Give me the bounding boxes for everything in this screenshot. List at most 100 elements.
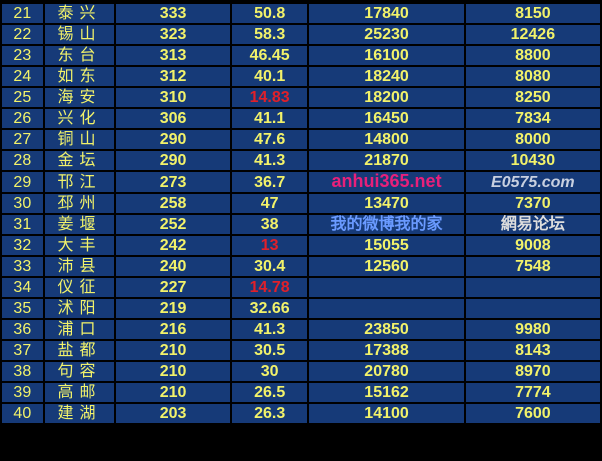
cell-city: 浦口 (42, 318, 117, 341)
table-row: 28 金坛 290 41.3 21870 10430 (0, 149, 602, 172)
cell-c1: 306 (114, 107, 232, 130)
cell-rank: 31 (0, 213, 45, 236)
table-row: 37 盐都 210 30.5 17388 8143 (0, 339, 602, 362)
cell-c1: 258 (114, 192, 232, 215)
cell-c2: 50.8 (229, 2, 310, 25)
cell-c4: 7370 (463, 192, 602, 215)
cell-rank: 27 (0, 128, 45, 151)
cell-rank: 30 (0, 192, 45, 215)
cell-rank: 32 (0, 234, 45, 257)
cell-c3: 14100 (307, 402, 466, 425)
cell-rank: 39 (0, 381, 45, 404)
cell-c3: 18200 (307, 86, 466, 109)
cell-c3: 16100 (307, 44, 466, 67)
cell-city: 如东 (42, 65, 117, 88)
table-row: 35 沭阳 219 32.66 (0, 297, 602, 320)
table-row: 21 泰兴 333 50.8 17840 8150 (0, 2, 602, 25)
cell-c3: 23850 (307, 318, 466, 341)
cell-city: 东台 (42, 44, 117, 67)
cell-rank: 25 (0, 86, 45, 109)
cell-c4 (463, 297, 602, 320)
watermark-site: anhui365.net (331, 171, 442, 191)
table-row: 22 锡山 323 58.3 25230 12426 (0, 23, 602, 46)
table-row: 30 邳州 258 47 13470 7370 (0, 192, 602, 215)
cell-c3: 15162 (307, 381, 466, 404)
cell-city: 大丰 (42, 234, 117, 257)
cell-c1: 333 (114, 2, 232, 25)
cell-c4: 8000 (463, 128, 602, 151)
cell-c4: 7774 (463, 381, 602, 404)
cell-c2: 30.4 (229, 255, 310, 278)
cell-city: 沭阳 (42, 297, 117, 320)
cell-c4: 網易论坛 (463, 213, 602, 236)
cell-rank: 36 (0, 318, 45, 341)
cell-c1: 216 (114, 318, 232, 341)
cell-city: 姜堰 (42, 213, 117, 236)
cell-c2: 41.3 (229, 318, 310, 341)
cell-c3: 17388 (307, 339, 466, 362)
cell-c1: 252 (114, 213, 232, 236)
cell-c4: E0575.com (463, 170, 602, 194)
cell-c1: 242 (114, 234, 232, 257)
cell-c3: 20780 (307, 360, 466, 383)
cell-c2: 14.83 (229, 86, 310, 109)
cell-c1: 210 (114, 381, 232, 404)
cell-c4: 7834 (463, 107, 602, 130)
cell-c1: 273 (114, 170, 232, 194)
cell-rank: 37 (0, 339, 45, 362)
cell-c2: 30 (229, 360, 310, 383)
cell-c2: 47 (229, 192, 310, 215)
cell-c1: 290 (114, 149, 232, 172)
cell-city: 邗江 (42, 170, 117, 194)
cell-c3: anhui365.net (307, 170, 466, 194)
cell-c3: 13470 (307, 192, 466, 215)
cell-rank: 22 (0, 23, 45, 46)
cell-c2: 36.7 (229, 170, 310, 194)
cell-c3: 我的微博我的家 (307, 213, 466, 236)
cell-c4: 7548 (463, 255, 602, 278)
cell-c1: 210 (114, 339, 232, 362)
cell-c4: 8970 (463, 360, 602, 383)
table-row: 26 兴化 306 41.1 16450 7834 (0, 107, 602, 130)
cell-rank: 34 (0, 276, 45, 299)
cell-city: 仪征 (42, 276, 117, 299)
cell-c3: 16450 (307, 107, 466, 130)
cell-c2: 13 (229, 234, 310, 257)
table-row: 34 仪征 227 14.78 (0, 276, 602, 299)
cell-c4: 7600 (463, 402, 602, 425)
cell-rank: 33 (0, 255, 45, 278)
cell-c2: 26.3 (229, 402, 310, 425)
cell-c2: 14.78 (229, 276, 310, 299)
cell-c3: 15055 (307, 234, 466, 257)
cell-city: 高邮 (42, 381, 117, 404)
cell-c1: 290 (114, 128, 232, 151)
cell-c3 (307, 276, 466, 299)
cell-c2: 58.3 (229, 23, 310, 46)
cell-rank: 28 (0, 149, 45, 172)
cell-rank: 38 (0, 360, 45, 383)
cell-rank: 35 (0, 297, 45, 320)
cell-c2: 30.5 (229, 339, 310, 362)
cell-city: 建湖 (42, 402, 117, 425)
cell-c3 (307, 297, 466, 320)
cell-c2: 46.45 (229, 44, 310, 67)
cell-c4: 10430 (463, 149, 602, 172)
table-row: 23 东台 313 46.45 16100 8800 (0, 44, 602, 67)
cell-c4: 12426 (463, 23, 602, 46)
watermark-text: 我的微博我的家 (330, 216, 443, 233)
cell-c1: 312 (114, 65, 232, 88)
table-row: 24 如东 312 40.1 18240 8080 (0, 65, 602, 88)
cell-rank: 29 (0, 170, 45, 194)
table-row: 36 浦口 216 41.3 23850 9980 (0, 318, 602, 341)
cell-rank: 23 (0, 44, 45, 67)
cell-city: 铜山 (42, 128, 117, 151)
cell-city: 锡山 (42, 23, 117, 46)
table-row: 33 沛县 240 30.4 12560 7548 (0, 255, 602, 278)
ranking-table: 21 泰兴 333 50.8 17840 8150 22 锡山 323 58.3 25230 1242… (0, 2, 602, 425)
cell-rank: 26 (0, 107, 45, 130)
cell-city: 邳州 (42, 192, 117, 215)
table-row: 32 大丰 242 13 15055 9008 (0, 234, 602, 257)
cell-c1: 227 (114, 276, 232, 299)
watermark-forum: 網易论坛 (500, 216, 565, 233)
table-row: 40 建湖 203 26.3 14100 7600 (0, 402, 602, 425)
